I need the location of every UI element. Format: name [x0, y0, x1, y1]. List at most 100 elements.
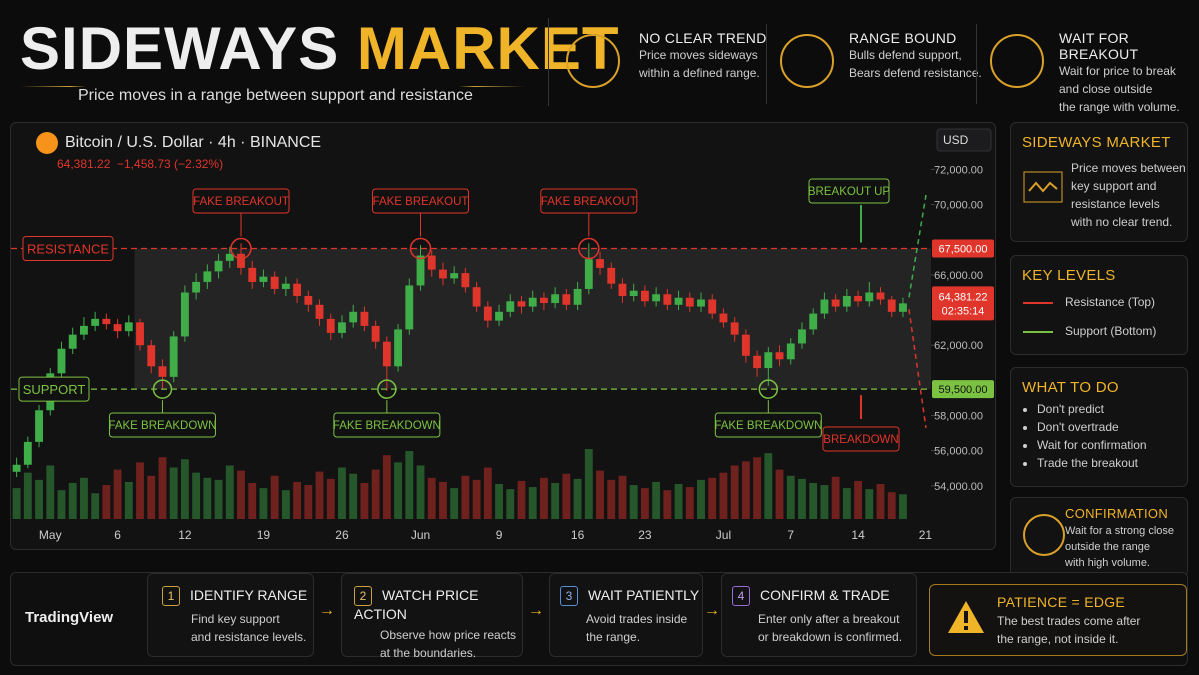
volume-bar — [764, 453, 773, 519]
step-text: Find key support and resistance levels. — [191, 610, 313, 646]
mark — [964, 626, 968, 630]
breakdown: BREAKDOWN — [823, 434, 898, 446]
line: at the boundaries. — [380, 646, 477, 660]
touch-marker — [230, 237, 252, 260]
card-text: Price moves sideways within a defined ran… — [639, 46, 767, 82]
breakout-up-box — [808, 178, 890, 204]
icon — [1023, 171, 1063, 203]
candle-body — [281, 283, 290, 289]
step-text: Avoid trades inside the range. — [586, 610, 702, 646]
step-title-text: WATCH PRICE ACTION — [354, 587, 479, 622]
icon — [566, 34, 620, 88]
y-tick-label: 70,000.00 — [934, 200, 983, 212]
volume-bar — [124, 481, 133, 519]
volume-bar — [450, 488, 459, 519]
line: Find key support — [191, 612, 280, 626]
legend-swatch — [1023, 331, 1053, 333]
volume-bar — [887, 492, 896, 519]
breakdown-box — [822, 426, 900, 452]
arrow: → — [528, 602, 544, 619]
candle-body — [450, 273, 459, 279]
level-name: SUPPORT — [23, 382, 86, 397]
line: the range with volume. — [1059, 100, 1180, 114]
x-tick-label: 9 — [496, 528, 503, 542]
line: and resistance levels. — [191, 630, 307, 644]
candle-body — [23, 441, 32, 465]
fake-breakout: FAKE BREAKOUT — [373, 196, 469, 208]
candle-body — [483, 306, 492, 321]
volume-bar — [573, 478, 582, 519]
arrow: → — [319, 602, 335, 619]
card-title: RANGE BOUND — [849, 30, 957, 46]
volume-bar — [629, 485, 638, 519]
volume-bar — [136, 462, 144, 519]
candle-body — [629, 290, 638, 296]
candle-body — [809, 313, 818, 330]
candle-body — [68, 334, 77, 349]
candle-body — [685, 297, 694, 307]
step-text: Enter only after a breakout or breakdown … — [758, 610, 916, 646]
line: Observe how price reacts — [380, 628, 517, 642]
x-tick-label: Jun — [411, 528, 430, 542]
candle-body — [528, 297, 537, 307]
card-title: KEY LEVELS — [1022, 267, 1116, 284]
volume-bar — [349, 473, 358, 519]
candle-body — [697, 299, 705, 307]
x-tick-label: 7 — [787, 528, 794, 542]
step-title-text: WAIT PATIENTLY — [588, 587, 700, 603]
x-tick-label: 14 — [851, 528, 865, 542]
candle-body — [730, 322, 739, 335]
candle-body — [798, 329, 806, 344]
volume-bar — [68, 482, 77, 519]
volume-bar — [809, 482, 818, 519]
y-tick-label: 62,000.00 — [934, 340, 983, 352]
candle-body — [831, 299, 840, 307]
x-tick-label: 6 — [114, 528, 121, 542]
divider — [20, 86, 525, 87]
currency-select[interactable] — [936, 128, 992, 152]
candle-body — [158, 366, 167, 377]
candle-body — [506, 301, 515, 312]
step-title: 4 CONFIRM & TRADE — [732, 586, 916, 606]
volume-bar — [46, 465, 55, 519]
chart-panel: Bitcoin / U.S. Dollar · 4h · BINANCE 64,… — [10, 122, 996, 550]
volume-bar — [225, 465, 234, 519]
fake-breakdown-box — [714, 412, 822, 438]
volume-bar — [147, 475, 156, 519]
candle-body — [371, 325, 380, 342]
line: outside the range — [1065, 541, 1151, 553]
candle-body — [584, 259, 593, 289]
candle-body — [562, 294, 571, 305]
volume-bar — [876, 484, 885, 519]
volume-bar — [618, 475, 627, 519]
y-tick-label: 54,000.00 — [934, 481, 983, 493]
card-title: PATIENCE = EDGE — [997, 594, 1126, 610]
projection — [908, 309, 927, 429]
step: 3 WAIT PATIENTLY Avoid trades inside the ra… — [549, 573, 703, 657]
volume-bar — [461, 475, 470, 519]
touch-marker — [152, 379, 173, 399]
icon — [780, 34, 834, 88]
step-number: 1 — [162, 586, 180, 606]
candle-body — [842, 295, 851, 307]
candle-body — [113, 324, 122, 332]
icon-line — [1028, 181, 1058, 193]
card-text: The best trades come after the range, not… — [997, 612, 1140, 648]
volume-bar — [708, 477, 717, 519]
step-title: 1 IDENTIFY RANGE — [162, 586, 313, 606]
candle-body — [225, 253, 234, 261]
volume-bar — [730, 465, 739, 519]
item: Wait for confirmation — [1037, 436, 1187, 454]
candle-body — [573, 288, 582, 305]
volume-bar — [102, 485, 111, 519]
level-name-box — [18, 376, 90, 402]
mark — [964, 611, 968, 623]
title: SIDEWAYS MARKET — [20, 14, 620, 83]
volume-bar — [427, 477, 436, 519]
change: −1,458.73 (−2.32%) — [117, 157, 223, 171]
icon — [1023, 514, 1065, 556]
line: with no clear trend. — [1071, 215, 1173, 229]
candle-body — [405, 285, 414, 330]
volume-bar — [517, 480, 526, 519]
candle-body — [416, 255, 425, 286]
